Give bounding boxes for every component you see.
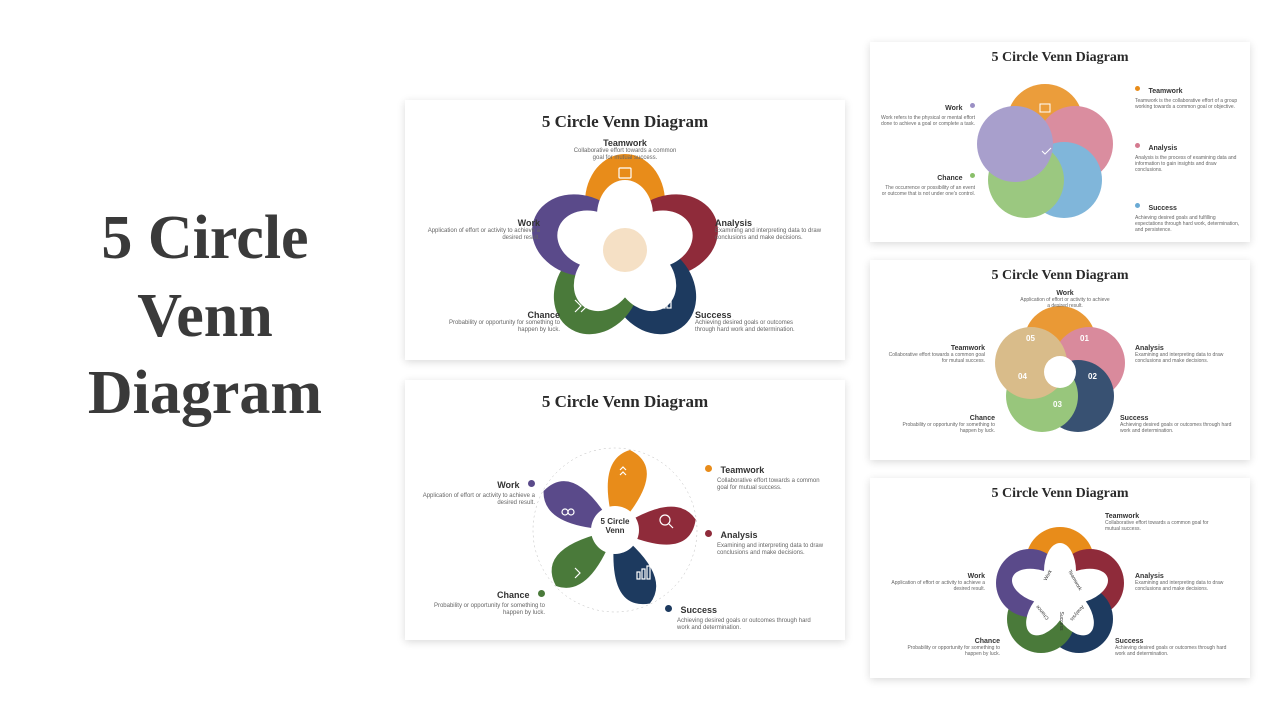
s1-label-analysis: Analysis Examining and interpreting data… — [715, 218, 825, 242]
s3-label-chance: Chance The occurrence or possibility of … — [880, 167, 975, 197]
bullet-icon — [665, 605, 672, 612]
s3-label-teamwork: Teamwork Teamwork is the collaborative e… — [1135, 80, 1240, 110]
s1-label-chance: Chance Probability or opportunity for so… — [440, 310, 560, 334]
bullet-icon — [528, 480, 535, 487]
s4-label-teamwork: Teamwork Collaborative effort towards a … — [885, 345, 985, 364]
bullet-icon — [705, 530, 712, 537]
num-04: 04 — [1018, 372, 1027, 381]
slide-5: 5 Circle Venn Diagram Teamwork Analysis … — [870, 478, 1250, 678]
slide-4: 5 Circle Venn Diagram 01 02 03 04 05 Wor… — [870, 260, 1250, 460]
s3-label-work: Work Work refers to the physical or ment… — [880, 97, 975, 127]
slide-1: 5 Circle Venn Diagram Teamwork Collab — [405, 100, 845, 360]
main-title: 5 Circle Venn Diagram — [30, 200, 380, 433]
slide-3: 5 Circle Venn Diagram Teamwork Teamwork … — [870, 42, 1250, 242]
s5-label-work: Work Application of effort or activity t… — [885, 573, 985, 592]
bullet-icon — [1135, 86, 1140, 91]
s2-center-label: 5 Circle Venn — [593, 517, 637, 535]
s2-label-success: Success Achieving desired goals or outco… — [665, 600, 815, 632]
bullet-icon — [1135, 203, 1140, 208]
svg-text:Success: Success — [1058, 612, 1064, 631]
s5-label-chance: Chance Probability or opportunity for so… — [890, 638, 1000, 657]
s2-label-chance: Chance Probability or opportunity for so… — [425, 585, 545, 617]
bullet-icon — [970, 103, 975, 108]
s4-label-work: Work Application of effort or activity t… — [1020, 290, 1110, 309]
s4-label-analysis: Analysis Examining and interpreting data… — [1135, 345, 1240, 364]
bullet-icon — [538, 590, 545, 597]
s5-label-teamwork: Teamwork Collaborative effort towards a … — [1105, 513, 1215, 532]
num-02: 02 — [1088, 372, 1097, 381]
s2-label-teamwork: Teamwork Collaborative effort towards a … — [705, 460, 825, 492]
num-01: 01 — [1080, 334, 1089, 343]
s1-label-work: Work Application of effort or activity t… — [425, 218, 540, 242]
bullet-icon — [970, 173, 975, 178]
s5-label-success: Success Achieving desired goals or outco… — [1115, 638, 1235, 657]
s3-label-analysis: Analysis Analysis is the process of exam… — [1135, 137, 1240, 173]
s3-label-success: Success Achieving desired goals and fulf… — [1135, 197, 1240, 233]
num-05: 05 — [1026, 334, 1035, 343]
num-03: 03 — [1053, 400, 1062, 409]
s2-label-work: Work Application of effort or activity t… — [415, 475, 535, 507]
s2-label-analysis: Analysis Examining and interpreting data… — [705, 525, 825, 557]
s1-label-teamwork: Teamwork Collaborative effort towards a … — [570, 138, 680, 162]
s4-label-success: Success Achieving desired goals or outco… — [1120, 415, 1235, 434]
bullet-icon — [705, 465, 712, 472]
s1-label-success: Success Achieving desired goals or outco… — [695, 310, 815, 334]
s5-label-analysis: Analysis Examining and interpreting data… — [1135, 573, 1240, 592]
bullet-icon — [1135, 143, 1140, 148]
slide-2: 5 Circle Venn Diagram 5 Circle Venn Team… — [405, 380, 845, 640]
s4-label-chance: Chance Probability or opportunity for so… — [890, 415, 995, 434]
